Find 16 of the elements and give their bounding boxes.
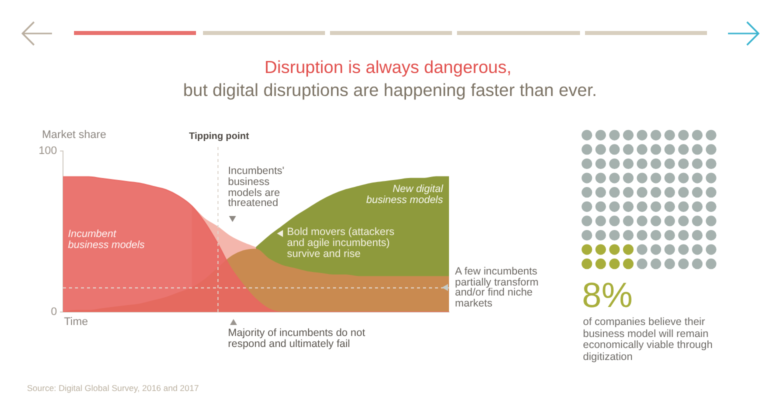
chart-subtitle: but digital disruptions are happening faster than ever. [183,80,597,100]
y-axis-title: Market share [42,129,106,142]
ref-line-label: A few incumbents partially transform and/or find niche markets [455,265,540,310]
data-label: 8% [582,276,633,315]
y-tick-label: 0 [50,306,57,318]
text: Tipping point [189,131,249,143]
text: Majority of incumbents do not respond and ultimately fail [228,327,366,350]
chart-title: Disruption is always dangerous, [264,57,512,78]
source-note: Source: Digital Global Survey, 2016 and 2017 [27,383,200,393]
y-tick-label: 100 [38,145,57,158]
series-label: New digital business models [365,184,443,206]
annotation: Bold movers (attackers and agile incumbents) survive and rise [287,226,396,260]
annotation: Incumbents' business models are threatened [228,165,286,210]
text: of companies believe their business model will remain economically viable through digitization [583,316,714,364]
x-axis-title: Time [64,316,88,329]
series-label: Incumbent business models [68,229,146,251]
